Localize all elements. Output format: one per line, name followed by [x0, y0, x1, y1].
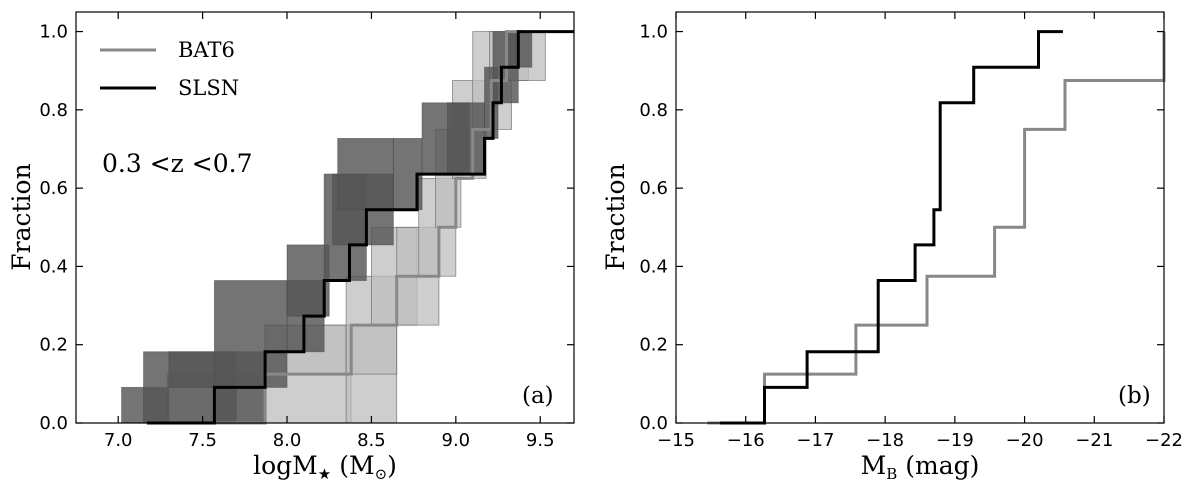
panel-label-b: (b): [1118, 383, 1151, 409]
panel-a-ticks: 7.0 7.5 8.0 8.5 9.0 9.5 0.0 0.2 0.4 0.6 0.8 1.0: [39, 12, 574, 451]
x-title-unit-close: ): [387, 451, 397, 480]
panel-a-x-tick-label-0: 7.0: [104, 430, 133, 451]
slsn-band-12: [446, 102, 485, 175]
panel-b-x-tick-label-1: −16: [727, 430, 765, 451]
panel-b-y-tick-label-3: 0.6: [639, 178, 668, 199]
panel-b-x-tick-label-6: −21: [1075, 430, 1113, 451]
panel-a-x-tick-label-4: 9.0: [442, 430, 471, 451]
x-title-unit-open: (M: [339, 451, 374, 480]
legend-label-slsn: SLSN: [178, 76, 239, 100]
panel-b-x-tick-label-5: −20: [1006, 430, 1044, 451]
x-title-m: M: [861, 451, 887, 480]
panel-a-y-axis-title: Fraction: [7, 163, 36, 270]
legend-label-bat6: BAT6: [178, 38, 235, 62]
panel-a-frame: [75, 11, 575, 424]
panel-b-ticks: −15 −16 −17 −18 −19 −20 −21 −22 0.0 0.2 0.4 0.6 0.8 1…: [639, 12, 1183, 451]
panel-b-magnitude-cdf: −15 −16 −17 −18 −19 −20 −21 −22 0.0 0.2 0.4 0.6 0.8 1…: [601, 11, 1183, 483]
redshift-range-annotation: 0.3 <z <0.7: [102, 149, 252, 178]
x-title-sun-symbol: ⊙: [375, 465, 388, 483]
panel-a-mass-cdf: 7.0 7.5 8.0 8.5 9.0 9.5 0.0 0.2 0.4 0.6 0.8 1.0 BAT…: [7, 11, 575, 483]
x-title-star: ★: [318, 465, 331, 483]
panel-b-y-axis-title: Fraction: [601, 163, 630, 270]
panel-a-x-tick-label-1: 7.5: [188, 430, 217, 451]
panel-a-x-tick-label-2: 8.0: [273, 430, 302, 451]
slsn-band-3: [214, 386, 266, 424]
panel-b-x-tick-label-4: −19: [936, 430, 974, 451]
panel-b-y-tick-label-2: 0.4: [639, 256, 668, 277]
panel-a-y-tick-label-2: 0.4: [39, 256, 68, 277]
bat6-step-line-b: [707, 31, 1166, 425]
legend: BAT6 SLSN: [100, 38, 239, 100]
slsn-step-line: [146, 30, 574, 425]
panel-a-y-tick-label-3: 0.6: [39, 178, 68, 199]
slsn-band-6: [286, 244, 330, 317]
panel-a-y-tick-label-0: 0.0: [39, 413, 68, 434]
panel-a-x-tick-label-5: 9.5: [526, 430, 555, 451]
panel-a-y-tick-label-4: 0.8: [39, 100, 68, 121]
panel-a-x-axis-title: logM★ (M⊙): [253, 451, 397, 483]
slsn-band-4: [214, 280, 288, 388]
panel-b-x-tick-label-2: −17: [796, 430, 834, 451]
slsn-band-9: [337, 138, 394, 211]
panel-b-y-tick-label-0: 0.0: [639, 413, 668, 434]
x-title-mag-unit: (mag): [905, 451, 979, 480]
bat6-step-line: [167, 30, 524, 425]
panel-label-a: (a): [522, 383, 554, 409]
panel-b-x-tick-label-0: −15: [657, 430, 695, 451]
panel-a-x-tick-label-3: 8.5: [357, 430, 386, 451]
x-title-band-b: B: [886, 465, 897, 483]
panel-a-step-lines: [146, 30, 574, 425]
panel-a-y-tick-label-5: 1.0: [39, 22, 68, 43]
panel-a-y-tick-label-1: 0.2: [39, 335, 68, 356]
panel-b-y-tick-label-5: 1.0: [639, 22, 668, 43]
panel-b-y-tick-label-4: 0.8: [639, 100, 668, 121]
panel-b-x-tick-label-3: −18: [866, 430, 904, 451]
panel-b-x-axis-title: MB (mag): [861, 451, 980, 483]
x-title-logm: logM: [253, 451, 318, 480]
panel-b-frame: [675, 11, 1165, 424]
slsn-step-line-b: [719, 30, 1063, 425]
panel-b-step-lines: [707, 30, 1166, 425]
panel-b-y-tick-label-1: 0.2: [639, 335, 668, 356]
panel-b-x-tick-label-7: −22: [1145, 430, 1183, 451]
